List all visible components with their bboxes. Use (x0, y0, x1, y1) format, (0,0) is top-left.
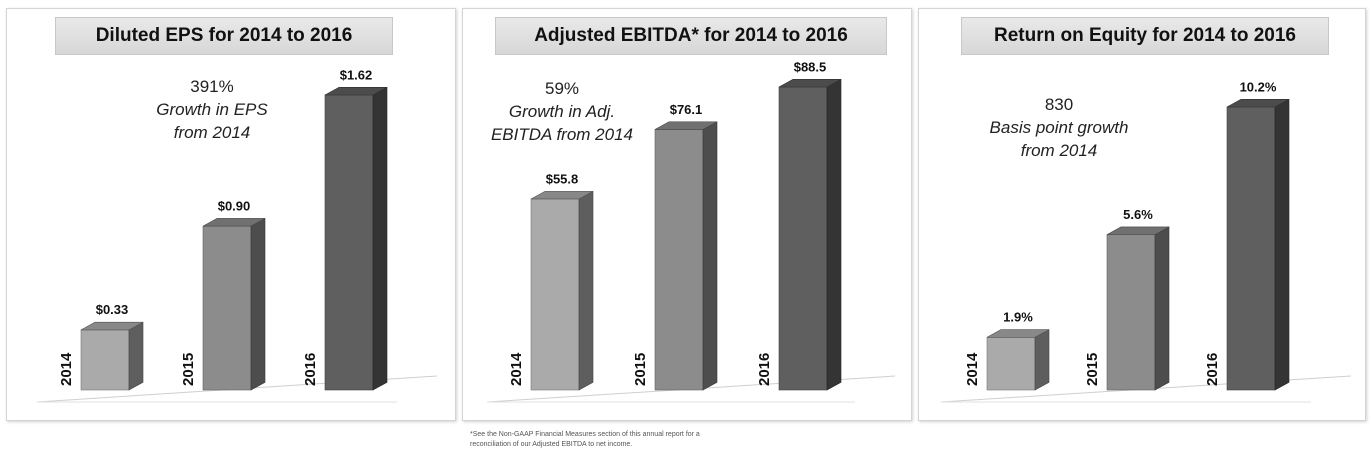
data-label: 5.6% (1123, 207, 1153, 222)
tick-label: 2015 (632, 353, 649, 386)
chart-title: Diluted EPS for 2014 to 2016 (55, 17, 393, 55)
data-label: $76.1 (670, 102, 703, 117)
ebitda-chart-panel: Adjusted EBITDA* for 2014 to 2016 59% Gr… (462, 8, 912, 421)
tick-label: 2016 (302, 353, 319, 386)
bar-top-2014 (80, 321, 144, 331)
bar-chart: 1.9% 2014 5.6% 2015 10.2% 2016 (940, 79, 1352, 403)
eps-chart-panel: Diluted EPS for 2014 to 2016 391% Growth… (6, 8, 456, 421)
bar-side-2014 (1034, 329, 1050, 391)
data-label: 1.9% (1003, 310, 1033, 325)
bar-2014 (986, 336, 1036, 391)
bar-top-2016 (778, 79, 842, 88)
tick-label: 2015 (1084, 353, 1101, 386)
bar-side-2014 (578, 190, 594, 391)
data-label: 10.2% (1240, 79, 1277, 94)
chart-title: Return on Equity for 2014 to 2016 (961, 17, 1329, 55)
growth-text: Growth in EPS from 2014 (156, 100, 268, 142)
bar-top-2014 (530, 190, 594, 200)
bar-side-2016 (826, 78, 842, 391)
bar-2016 (324, 94, 374, 391)
bar-side-2015 (1154, 226, 1170, 391)
bar-top-2016 (1226, 99, 1290, 108)
data-label: $0.90 (218, 198, 251, 213)
growth-value: 59% (544, 79, 580, 98)
bar-top-2015 (654, 121, 718, 130)
bar-top-2016 (324, 87, 388, 96)
bar-2016 (778, 86, 828, 391)
bar-2016 (1226, 106, 1276, 391)
roe-chart-panel: Return on Equity for 2014 to 2016 830 Ba… (918, 8, 1366, 421)
tick-label: 2014 (964, 352, 981, 386)
data-label: $55.8 (546, 171, 579, 186)
growth-value: 830 (1044, 95, 1074, 114)
tick-label: 2016 (756, 353, 773, 386)
tick-label: 2014 (508, 352, 525, 386)
chart-title: Adjusted EBITDA* for 2014 to 2016 (495, 17, 887, 55)
data-label: $0.33 (96, 302, 129, 317)
bar-side-2014 (128, 321, 144, 391)
growth-text: Growth in Adj. EBITDA from 2014 (490, 102, 634, 144)
tick-label: 2015 (180, 353, 197, 386)
bar-2015 (202, 225, 252, 391)
footnote: *See the Non-GAAP Financial Measures sec… (470, 431, 700, 448)
bar-top-2015 (1106, 226, 1170, 235)
growth-annotation: 391% Growth in EPS from 2014 (127, 75, 297, 144)
bar-side-2015 (702, 121, 718, 391)
bar-top-2014 (986, 329, 1050, 338)
data-label: $88.5 (794, 59, 827, 74)
bar-side-2016 (1274, 98, 1290, 391)
bar-2015 (1106, 234, 1156, 391)
growth-value: 391% (190, 77, 234, 96)
data-label: $1.62 (340, 67, 373, 82)
growth-annotation: 830 Basis point growth from 2014 (959, 93, 1159, 162)
bar-side-2015 (250, 217, 266, 391)
bar-side-2016 (372, 86, 388, 391)
bar-chart: $55.8 2014 $76.1 2015 $88.5 2016 (486, 59, 896, 403)
tick-label: 2016 (1204, 353, 1221, 386)
bar-top-2015 (202, 218, 266, 227)
growth-annotation: 59% Growth in Adj. EBITDA from 2014 (467, 77, 657, 146)
tick-label: 2014 (58, 352, 75, 386)
growth-text: Basis point growth from 2014 (989, 118, 1129, 160)
bar-2014 (80, 329, 130, 391)
bar-2014 (530, 198, 580, 391)
bar-2015 (654, 129, 704, 391)
bar-chart: $0.33 2014 $0.90 2015 $1.62 2016 (36, 67, 438, 403)
